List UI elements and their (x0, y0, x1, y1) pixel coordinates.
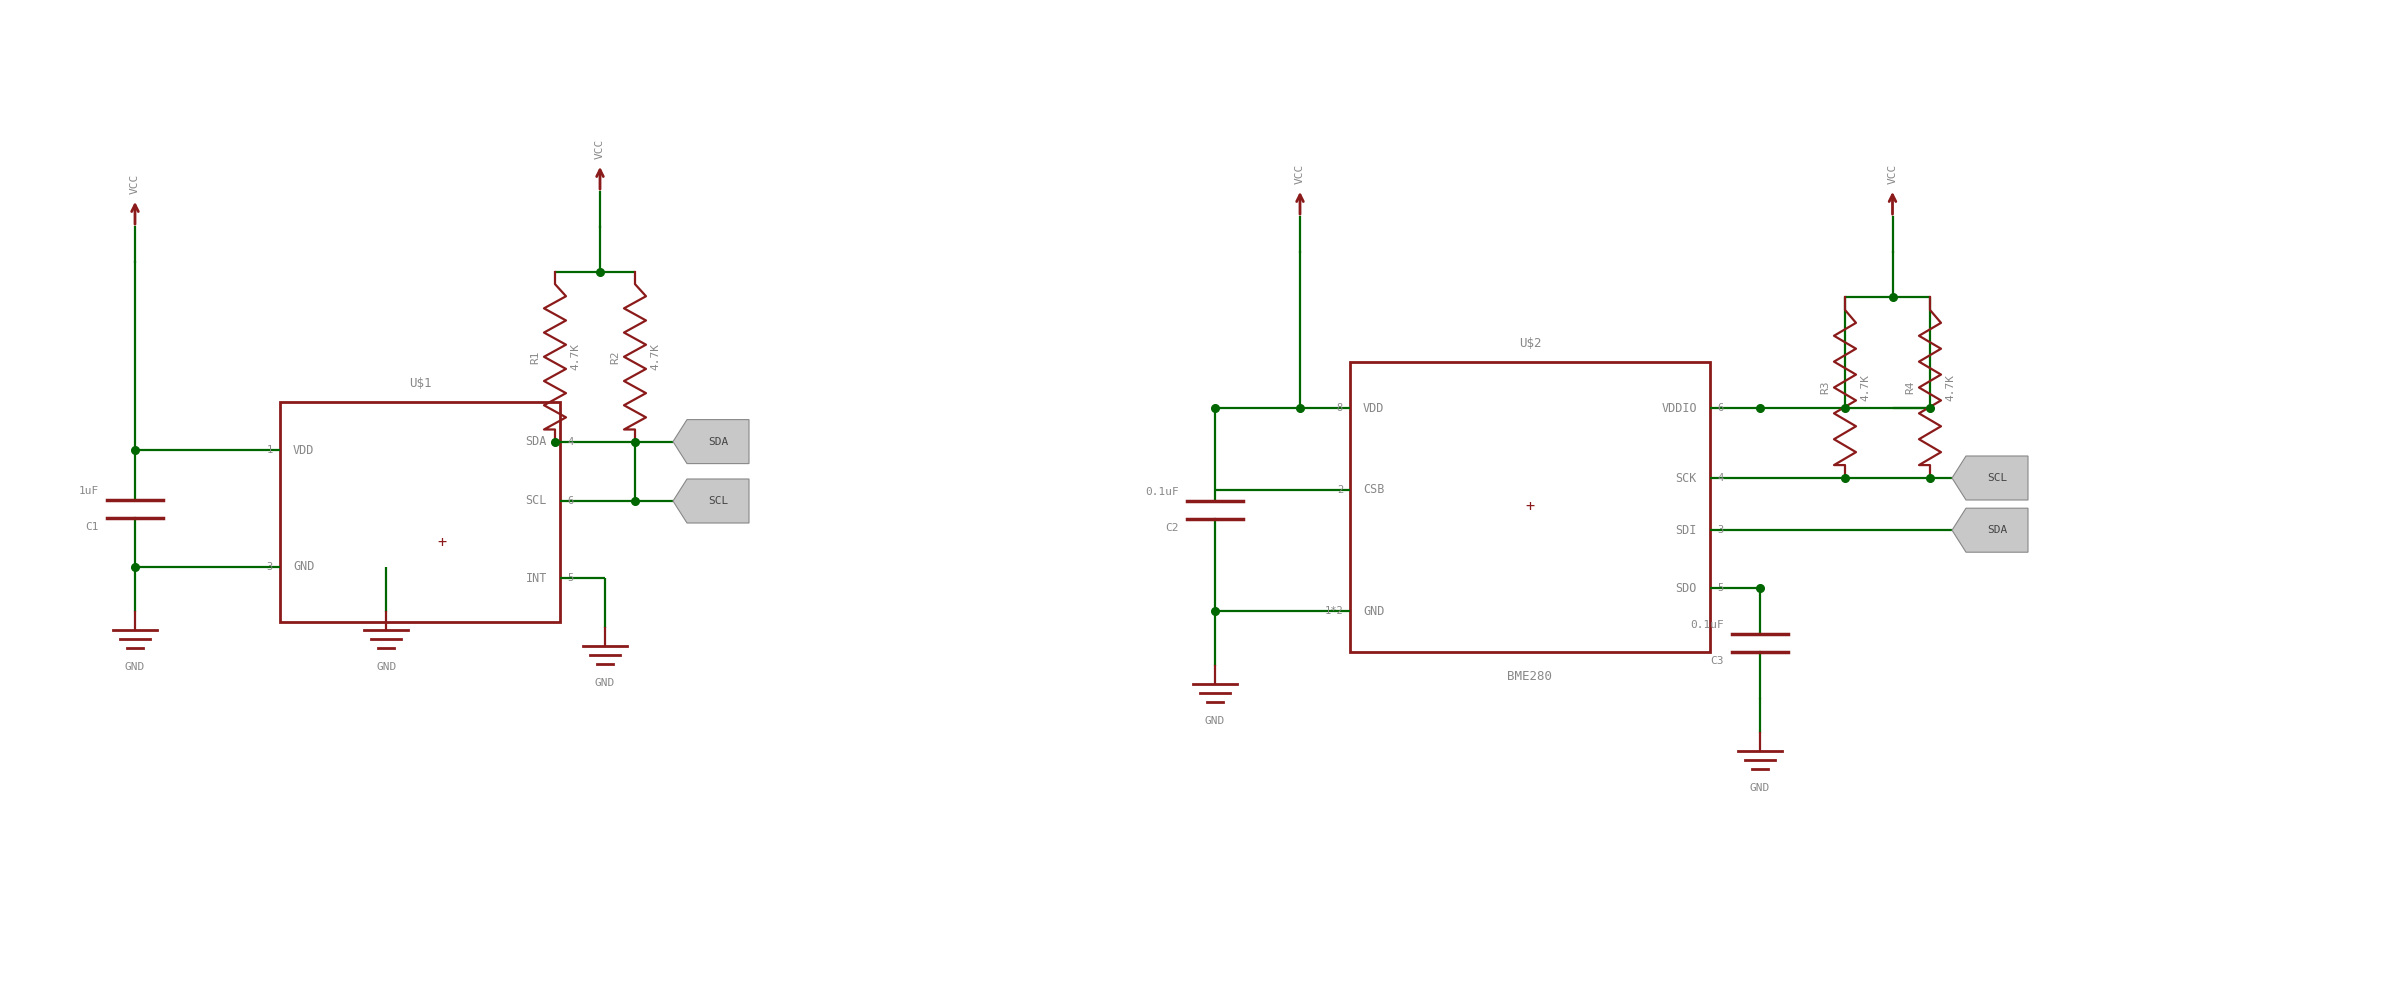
Text: SDA: SDA (525, 435, 546, 448)
Text: 4.7K: 4.7K (1861, 374, 1870, 401)
Text: 2: 2 (1336, 484, 1343, 495)
Text: 5: 5 (1716, 583, 1723, 593)
Text: VCC: VCC (1295, 164, 1305, 184)
Text: VDD: VDD (1362, 402, 1384, 415)
Text: SDA: SDA (708, 437, 729, 447)
Text: BME280: BME280 (1507, 670, 1553, 683)
Text: U$1: U$1 (409, 377, 431, 390)
Text: 1*2: 1*2 (1324, 607, 1343, 617)
Text: VDDIO: VDDIO (1661, 402, 1697, 415)
Text: VCC: VCC (595, 138, 604, 159)
Text: R2: R2 (609, 350, 621, 363)
Text: 4.7K: 4.7K (1945, 374, 1954, 401)
Text: GND: GND (1750, 784, 1769, 793)
Text: GND: GND (125, 662, 144, 672)
Text: VDD: VDD (294, 444, 315, 457)
Text: 0.1uF: 0.1uF (1690, 621, 1723, 630)
Text: U$2: U$2 (1519, 337, 1540, 350)
Text: 4.7K: 4.7K (570, 344, 580, 370)
Text: 8: 8 (1336, 404, 1343, 413)
Text: SDO: SDO (1675, 581, 1697, 595)
Polygon shape (674, 479, 749, 523)
Text: R3: R3 (1820, 381, 1829, 394)
Text: 4: 4 (568, 437, 573, 447)
Text: 1uF: 1uF (79, 486, 99, 496)
Text: R4: R4 (1904, 381, 1916, 394)
Text: +: + (438, 535, 448, 550)
Text: GND: GND (294, 561, 315, 573)
Polygon shape (1952, 456, 2029, 500)
Text: SDI: SDI (1675, 523, 1697, 537)
Text: 0.1uF: 0.1uF (1146, 487, 1179, 497)
Text: 4.7K: 4.7K (650, 344, 660, 370)
Text: +: + (1526, 500, 1536, 515)
Text: 3: 3 (1716, 525, 1723, 535)
Text: INT: INT (525, 572, 546, 584)
Text: 5: 5 (568, 573, 573, 583)
Text: SCL: SCL (1986, 473, 2007, 483)
Text: 1: 1 (267, 446, 272, 456)
Text: SCK: SCK (1675, 471, 1697, 484)
Text: C1: C1 (87, 521, 99, 531)
Bar (279, 402, 561, 622)
Text: GND: GND (375, 662, 397, 672)
Text: C2: C2 (1165, 522, 1179, 533)
Bar (1350, 362, 1709, 652)
Text: 6: 6 (568, 496, 573, 506)
Text: SDA: SDA (1986, 525, 2007, 535)
Polygon shape (1952, 509, 2029, 552)
Text: GND: GND (1362, 605, 1384, 618)
Text: VCC: VCC (130, 174, 140, 194)
Text: VCC: VCC (1887, 164, 1897, 184)
Text: GND: GND (1206, 717, 1225, 727)
Text: C3: C3 (1711, 656, 1723, 666)
Text: 6: 6 (1716, 404, 1723, 413)
Text: SCL: SCL (708, 496, 729, 506)
Text: SCL: SCL (525, 495, 546, 508)
Text: CSB: CSB (1362, 483, 1384, 496)
Text: GND: GND (595, 678, 616, 688)
Text: R1: R1 (530, 350, 539, 363)
Text: 3: 3 (267, 562, 272, 572)
Text: 4: 4 (1716, 473, 1723, 483)
Polygon shape (674, 419, 749, 464)
